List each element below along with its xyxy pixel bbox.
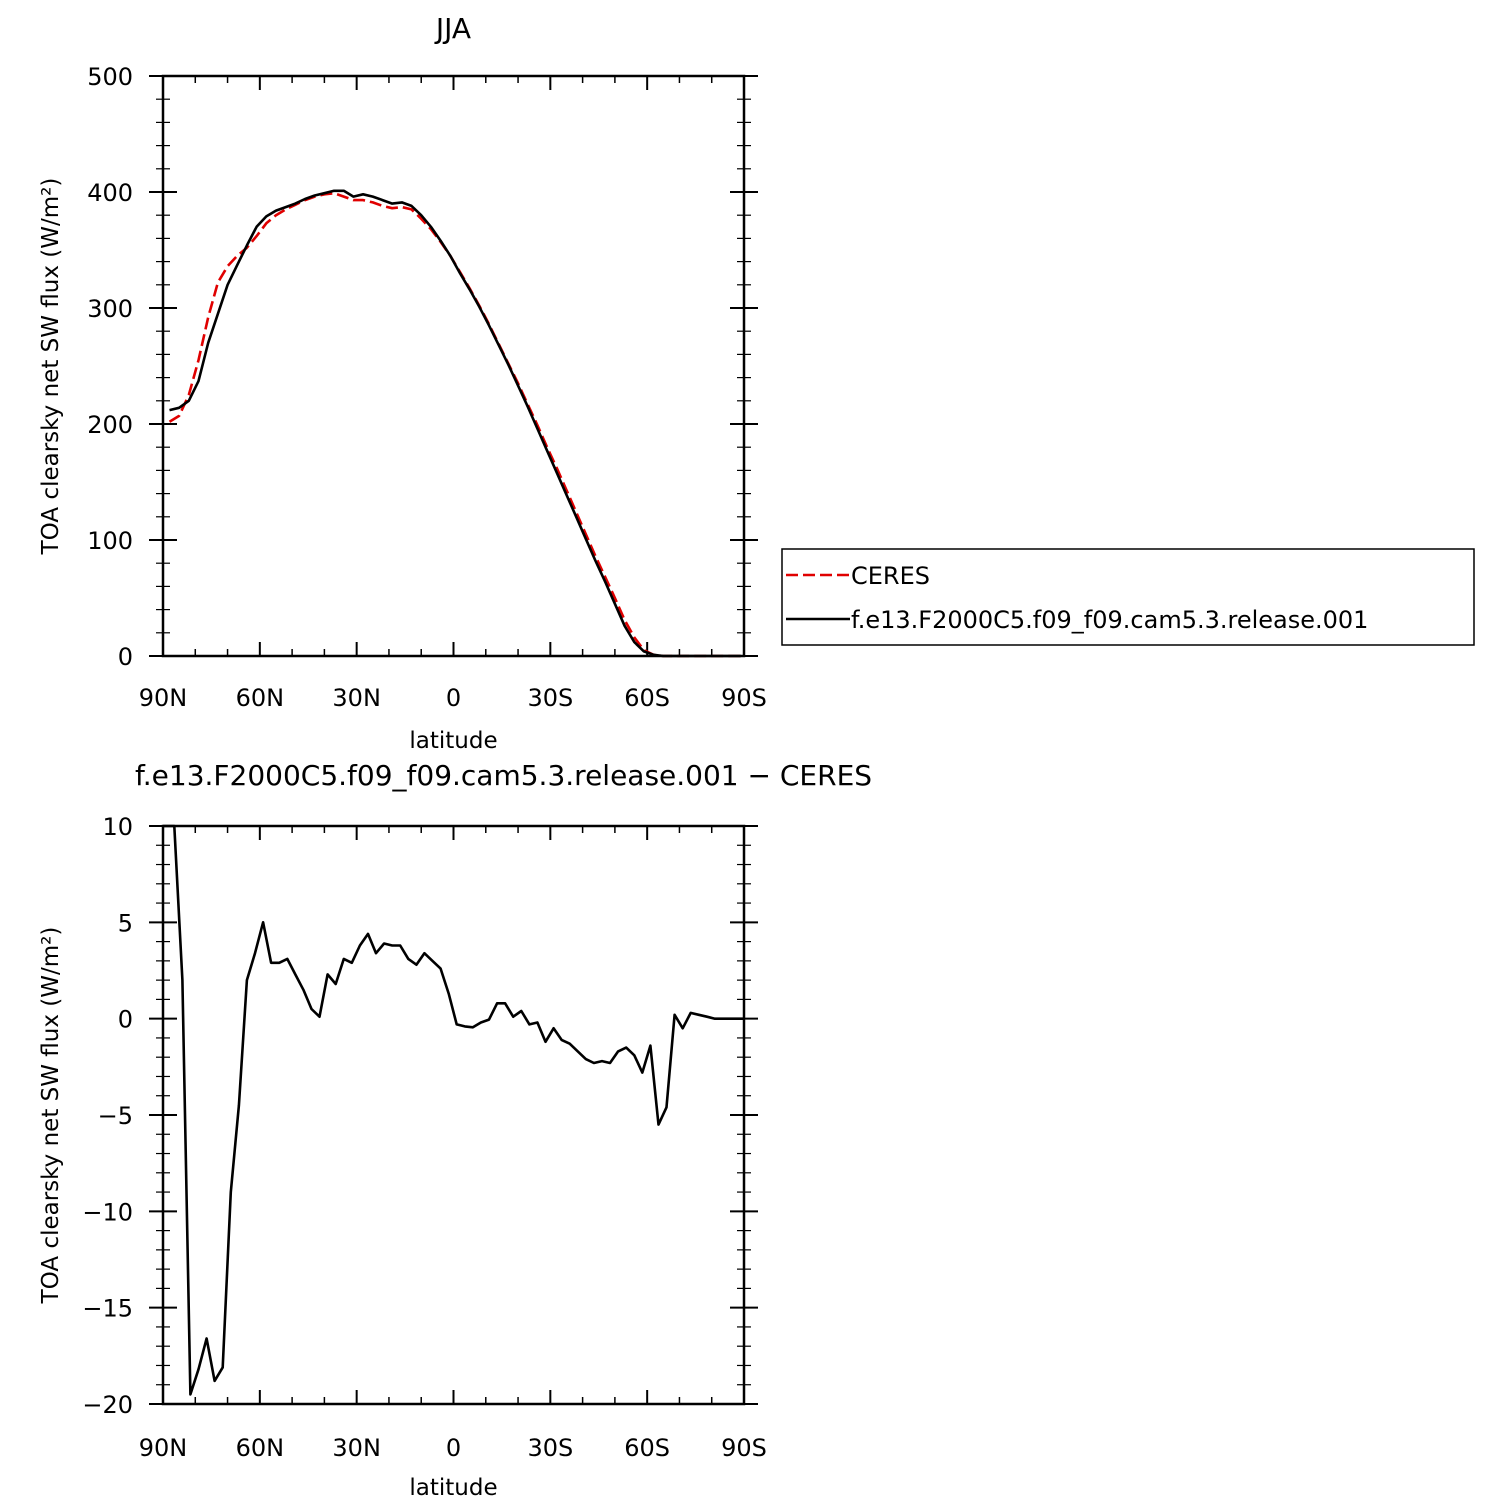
y-tick-label: −5 xyxy=(98,1102,133,1130)
top-chart: JJA TOA clearsky net SW flux (W/m²) lati… xyxy=(38,12,767,754)
bottom-chart-y-axis-label: TOA clearsky net SW flux (W/m²) xyxy=(38,927,64,1305)
top-chart-ticks: 90N 60N 30N 0 30S 60S 90S 0 100 200 300 400 500 xyxy=(87,63,767,712)
y-tick-label: 300 xyxy=(87,295,133,323)
x-tick-label: 90S xyxy=(721,1434,767,1462)
y-tick-label: 0 xyxy=(118,1006,133,1034)
legend: CERES f.e13.F2000C5.f09_f09.cam5.3.relea… xyxy=(781,548,1475,646)
top-chart-y-axis-label: TOA clearsky net SW flux (W/m²) xyxy=(38,178,64,556)
x-tick-label: 30S xyxy=(527,1434,573,1462)
x-tick-label: 0 xyxy=(446,1434,461,1462)
series-line-f-e13-f2000c5-f09-f09-cam5-3-release-001 xyxy=(169,189,741,658)
bottom-chart: f.e13.F2000C5.f09_f09.cam5.3.release.001… xyxy=(38,759,872,1501)
y-tick-label: −15 xyxy=(82,1295,133,1323)
y-tick-label: 500 xyxy=(87,63,133,91)
x-tick-label: 60N xyxy=(236,1434,285,1462)
top-chart-x-axis-label: latitude xyxy=(409,728,497,754)
y-tick-label: −20 xyxy=(82,1391,133,1419)
x-tick-label: 90N xyxy=(139,1434,188,1462)
legend-label-ceres: CERES xyxy=(851,562,930,590)
x-tick-label: 60S xyxy=(624,1434,670,1462)
y-tick-label: 5 xyxy=(118,909,133,937)
x-tick-label: 60S xyxy=(624,684,670,712)
y-tick-label: 10 xyxy=(102,813,133,841)
bottom-chart-series xyxy=(163,824,744,1396)
bottom-chart-title: f.e13.F2000C5.f09_f09.cam5.3.release.001… xyxy=(135,759,872,792)
y-tick-label: 400 xyxy=(87,179,133,207)
x-tick-label: 90N xyxy=(139,684,188,712)
bottom-chart-x-axis-label: latitude xyxy=(409,1475,497,1501)
x-tick-label: 30N xyxy=(332,1434,381,1462)
y-tick-label: 0 xyxy=(118,643,133,671)
bottom-chart-plot-frame xyxy=(161,824,746,1406)
series-line-difference xyxy=(163,824,744,1396)
top-chart-plot-frame xyxy=(161,74,746,658)
x-tick-label: 60N xyxy=(236,684,285,712)
x-tick-label: 30N xyxy=(332,684,381,712)
legend-label-model: f.e13.F2000C5.f09_f09.cam5.3.release.001 xyxy=(851,606,1368,634)
x-tick-label: 90S xyxy=(721,684,767,712)
x-tick-label: 30S xyxy=(527,684,573,712)
y-tick-label: 200 xyxy=(87,411,133,439)
x-tick-label: 0 xyxy=(446,684,461,712)
y-tick-label: −10 xyxy=(82,1198,133,1226)
top-chart-title: JJA xyxy=(434,12,471,45)
top-chart-series xyxy=(168,189,741,658)
y-tick-label: 100 xyxy=(87,527,133,555)
legend-box xyxy=(781,548,1475,646)
